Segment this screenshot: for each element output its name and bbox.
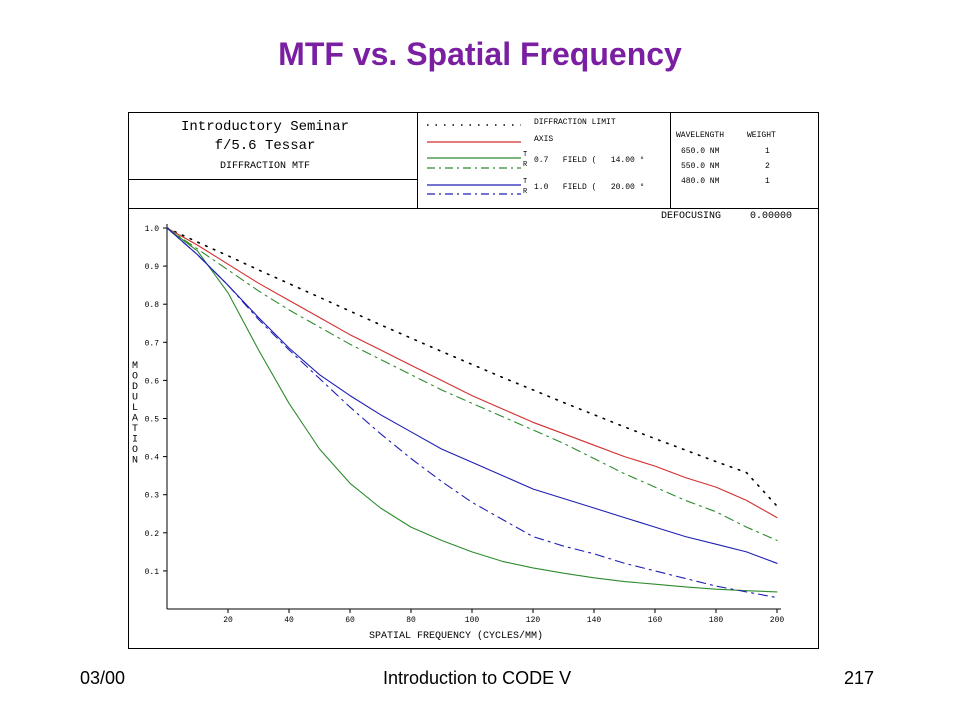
slide-title: MTF vs. Spatial Frequency [278, 36, 682, 72]
wavelength-row-3: 480.0 NM [681, 177, 720, 186]
legend-axis-label: AXIS [534, 135, 554, 144]
legend-field07-t: T [523, 151, 528, 159]
wavelength-row-2: 550.0 NM [681, 162, 720, 171]
weight-row-2: 2 [765, 162, 770, 171]
legend-field10-r: R [523, 188, 528, 196]
header-divider [129, 208, 818, 209]
legend-divider-left [417, 113, 418, 208]
plot-title-line1: Introductory Seminar [180, 119, 350, 135]
plot-title-line2: f/5.6 Tessar [214, 138, 316, 154]
legend-field10-label: 1.0 FIELD ( 20.00 ° [534, 183, 645, 192]
weight-row-3: 1 [765, 177, 770, 186]
wavelength-row-1: 650.0 NM [681, 147, 720, 156]
defocusing-label: DEFOCUSING [661, 211, 722, 222]
legend-diffraction-label: DIFFRACTION LIMIT [534, 118, 616, 127]
plot-frame: Introductory Seminar f/5.6 Tessar DIFFRA… [128, 112, 819, 649]
legend-divider-right [670, 113, 671, 208]
footer-date: 03/00 [80, 668, 126, 688]
footer-course: Introduction to CODE V [383, 668, 572, 688]
legend-field10-t: T [523, 178, 528, 186]
title-divider [129, 179, 418, 180]
defocusing-value: 0.00000 [750, 211, 793, 222]
weight-row-1: 1 [765, 147, 770, 156]
wavelength-header: WAVELENGTH [676, 131, 725, 140]
legend-field07-label: 0.7 FIELD ( 14.00 ° [534, 156, 645, 165]
footer-page-number: 217 [844, 668, 875, 688]
legend-field07-r: R [523, 161, 528, 169]
weight-header: WEIGHT [747, 131, 776, 140]
plot-title-box: Introductory Seminar f/5.6 Tessar DIFFRA… [129, 113, 418, 208]
plot-title-line3: DIFFRACTION MTF [219, 161, 310, 172]
legend-swatches [427, 124, 521, 195]
